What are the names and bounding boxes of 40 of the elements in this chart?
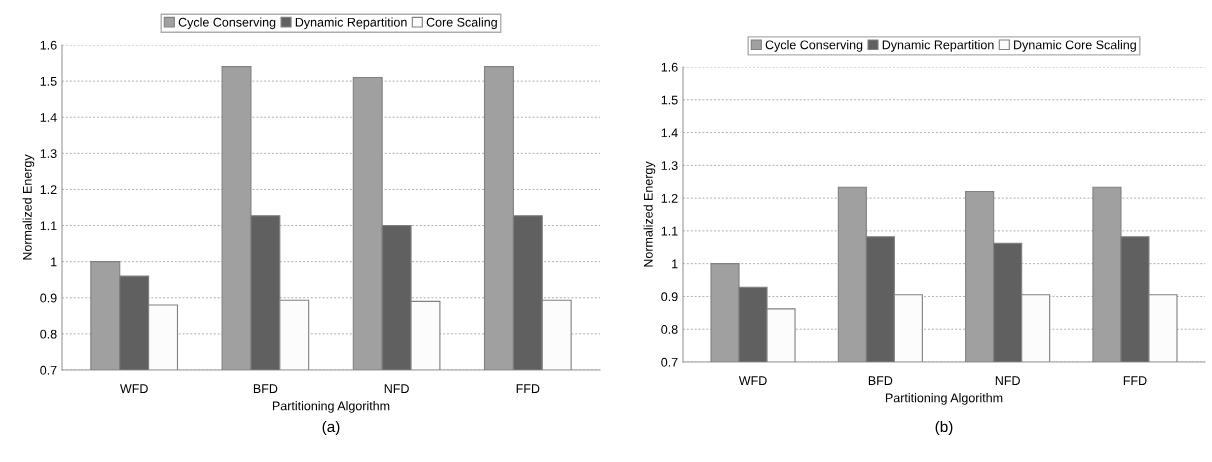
legend-label: Cycle Conserving [178, 17, 276, 30]
y-tick-label: 0.9 [661, 292, 678, 302]
legend-label: Dynamic Core Scaling [1014, 40, 1136, 52]
y-tick-label: 0.7 [661, 357, 678, 367]
text: (a) [322, 420, 340, 436]
text: (b) [935, 420, 953, 436]
y-tick-label: 1.1 [40, 221, 57, 231]
y-tick-label: 0.8 [661, 325, 678, 334]
y-tick-label: 0.8 [40, 329, 57, 339]
y-tick-label: 1.5 [40, 77, 57, 86]
legend-label: Cycle Conserving [765, 40, 863, 52]
x-tick-label: BFD [253, 384, 278, 393]
y-tick-label: 1.4 [661, 128, 678, 138]
y-tick-label: 1.4 [40, 113, 57, 122]
y-tick-label: 1.1 [661, 226, 678, 236]
x-tick-label: NFD [995, 376, 1020, 385]
y-tick-label: 0.9 [40, 293, 57, 303]
x-tick-label: NFD [384, 384, 409, 393]
y-tick-label: 1.5 [661, 95, 678, 105]
legend-label: Core Scaling [426, 17, 497, 30]
y-tick-label: 1.2 [661, 193, 678, 203]
y-axis-title: Normalized Energy [22, 154, 35, 260]
x-tick-label: WFD [738, 376, 767, 385]
x-tick-label: FFD [1123, 376, 1147, 385]
y-tick-label: 1.2 [40, 185, 57, 194]
x-axis-title: Partitioning Algorithm [272, 401, 390, 413]
x-tick-label: FFD [516, 384, 540, 393]
y-tick-label: 0.7 [40, 365, 57, 375]
y-tick-label: 1.3 [661, 161, 678, 170]
y-tick-label: 1 [672, 259, 678, 269]
x-tick-label: BFD [868, 376, 893, 385]
y-axis-title: Normalized Energy [643, 161, 656, 267]
x-axis-title: Partitioning Algorithm [885, 393, 1003, 405]
y-tick-label: 1.6 [40, 40, 57, 50]
legend-label: Dynamic Repartition [882, 40, 994, 52]
y-tick-label: 1.3 [40, 149, 57, 158]
legend-label: Dynamic Repartition [295, 17, 407, 30]
x-tick-label: WFD [119, 384, 148, 393]
y-tick-label: 1 [51, 257, 57, 267]
y-tick-label: 1.6 [661, 62, 678, 72]
